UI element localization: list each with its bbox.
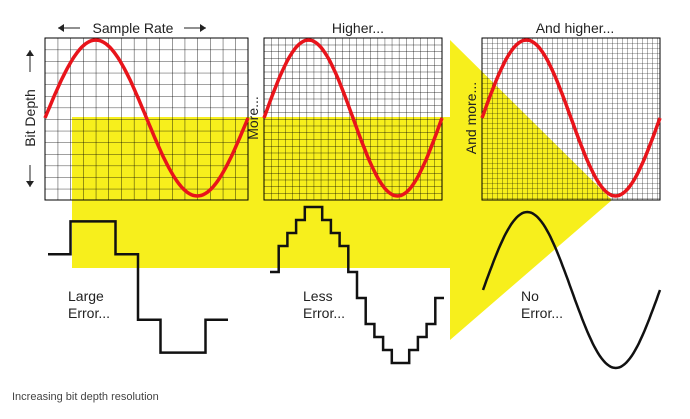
arrow-head	[26, 181, 34, 187]
waves	[43, 38, 662, 370]
label: Less	[303, 288, 333, 304]
label: And more...	[463, 82, 479, 154]
label: Large	[68, 288, 104, 304]
label: Sample Rate	[93, 20, 174, 36]
label: Error...	[68, 305, 110, 321]
grid-coarse	[44, 37, 249, 201]
label: More...	[245, 96, 261, 140]
smooth-wave	[481, 210, 662, 370]
red-sine	[43, 38, 250, 198]
arrow-head	[200, 24, 206, 32]
arrow-head	[26, 50, 34, 56]
label: Higher...	[332, 20, 384, 36]
stepped-wave	[48, 220, 228, 354]
stepped-wave	[270, 205, 444, 365]
label: Error...	[303, 305, 345, 321]
label: Bit Depth	[22, 89, 38, 147]
red-sine	[262, 38, 444, 198]
label: And higher...	[536, 20, 615, 36]
label: No	[521, 288, 539, 304]
red-sine	[480, 38, 662, 198]
label: Error...	[521, 305, 563, 321]
arrow-head	[58, 24, 64, 32]
caption: Increasing bit depth resolution	[12, 391, 159, 403]
